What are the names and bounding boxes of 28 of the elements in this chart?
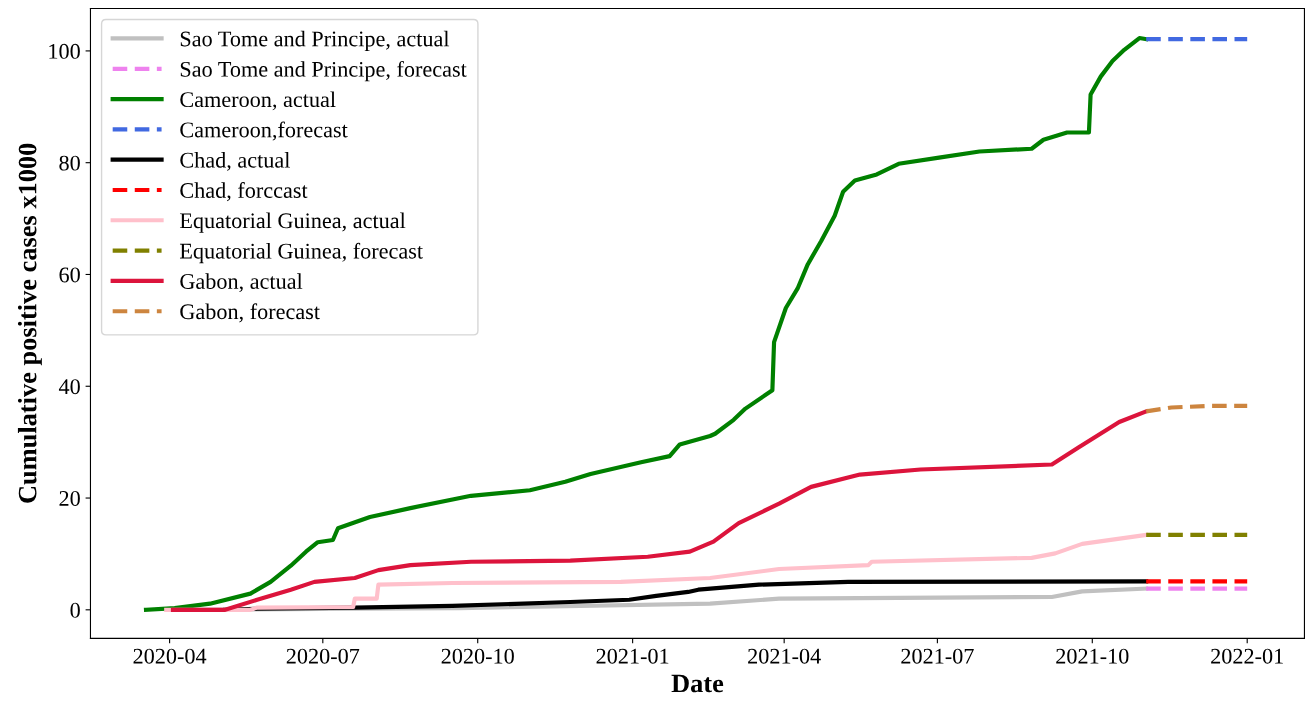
line-series [164, 532, 1149, 612]
x-tick-label: 2022-01 [1211, 648, 1283, 664]
x-tick-label: 2021-07 [901, 648, 974, 664]
legend-label: Sao Tome and Principe, actual [180, 30, 450, 51]
line-series [170, 409, 1149, 612]
y-tick-label: 20 [59, 490, 80, 506]
legend-label: Sao Tome and Principe, forecast [180, 60, 467, 82]
y-axis-title: Cumulative positive cases x1000 [17, 143, 42, 503]
legend-label: Cameroon, actual [180, 91, 336, 111]
y-tick-label: 100 [49, 43, 80, 59]
x-tick-label: 2020-04 [133, 648, 207, 664]
legend-label: Equatorial Guinea, forecast [179, 242, 423, 264]
legend-label: Equatorial Guinea, actual [179, 212, 406, 233]
x-tick-label: 2020-10 [441, 648, 514, 664]
x-tick-label: 2021-01 [596, 648, 669, 664]
x-tick-label: 2021-04 [748, 648, 821, 664]
legend-label: Gabon, forecast [180, 303, 320, 323]
y-tick-label: 0 [70, 602, 80, 618]
x-axis-title: Date [671, 674, 724, 693]
x-tick-label: 2021-10 [1056, 648, 1129, 664]
legend-label: Chad, forccast [180, 182, 308, 202]
legend-label: Chad, actual [180, 152, 290, 171]
y-tick-label: 60 [59, 267, 80, 283]
legend-label: Gabon, actual [180, 273, 303, 293]
legend-label: Cameroon,forecast [180, 121, 348, 141]
y-tick-label: 80 [59, 155, 80, 171]
y-tick-label: 40 [58, 379, 80, 395]
x-tick-label: 2020-07 [286, 648, 360, 664]
